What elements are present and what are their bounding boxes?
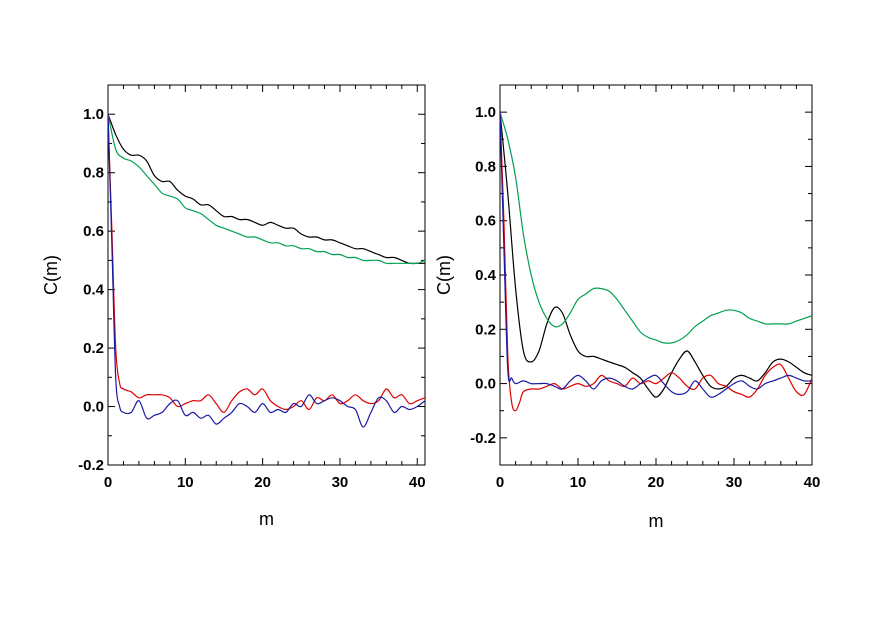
series-line-1	[108, 114, 425, 265]
y-tick-label: 1.0	[475, 104, 496, 121]
x-tick-label: 0	[104, 474, 112, 491]
y-tick-label: 0.6	[475, 213, 496, 230]
plot-frame	[107, 84, 426, 466]
x-tick-label: 40	[804, 474, 821, 491]
y-tick-label: -0.2	[470, 430, 496, 447]
x-tick-label: 10	[570, 474, 587, 491]
y-tick-label: 0.0	[475, 376, 496, 393]
series-line-1	[500, 111, 812, 344]
series-line-3	[108, 114, 425, 428]
chart-right: 0 10 20 30 40 -0.2 0.0 0.2 0.4 0.6 0.8 1.0 m C(m)	[434, 84, 821, 531]
x-tick-label: 20	[648, 474, 665, 491]
y-axis-label: C(m)	[434, 255, 454, 295]
series-line-0	[108, 113, 425, 265]
y-tick-label: 0.0	[83, 399, 104, 416]
chart-left: 0 10 20 30 40 -0.2 0.0 0.2 0.4 0.6 0.8 1.0 m C(m)	[41, 84, 426, 529]
x-tick-label: 10	[177, 474, 194, 491]
x-tick-label: 30	[332, 474, 349, 491]
plot-frame	[499, 84, 813, 466]
x-axis-label: m	[259, 509, 274, 529]
y-tick-label: 0.2	[83, 340, 104, 357]
y-tick-label: 0.8	[83, 165, 104, 182]
series-line-0	[500, 112, 812, 398]
x-tick-label: 0	[496, 474, 504, 491]
y-tick-label: 0.4	[83, 282, 105, 299]
y-tick-label: 0.2	[475, 321, 496, 338]
series-line-2	[108, 114, 425, 413]
y-tick-label: -0.2	[78, 457, 104, 474]
x-tick-label: 40	[409, 474, 426, 491]
x-tick-label: 20	[254, 474, 271, 491]
x-axis-label: m	[649, 511, 664, 531]
series-group	[108, 113, 425, 428]
series-line-3	[500, 112, 812, 398]
y-axis-label: C(m)	[41, 255, 61, 295]
y-tick-label: 1.0	[83, 106, 104, 123]
y-tick-label: 0.8	[475, 158, 496, 175]
y-tick-label: 0.6	[83, 223, 104, 240]
series-line-2	[500, 112, 812, 412]
series-group	[500, 111, 812, 412]
y-tick-label: 0.4	[475, 267, 497, 284]
x-tick-label: 30	[726, 474, 743, 491]
